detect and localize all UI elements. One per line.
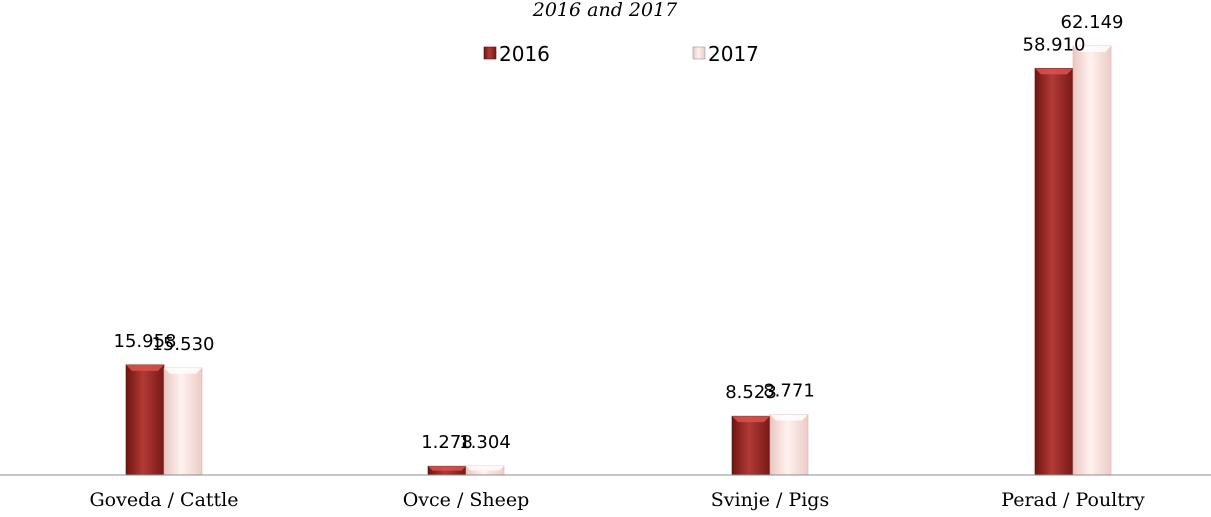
data-label-2017-0: 15.530 bbox=[152, 334, 215, 355]
data-label-2016-0: 15.958 bbox=[114, 331, 177, 352]
bar-2016-3 bbox=[1034, 68, 1074, 476]
legend-label-2016: 2016 bbox=[499, 42, 550, 66]
category-label-3: Perad / Poultry bbox=[1001, 489, 1145, 511]
legend-swatch-2017 bbox=[692, 46, 706, 60]
data-label-2017-2: 8.771 bbox=[763, 380, 815, 401]
data-label-2017-3: 62.149 bbox=[1061, 12, 1124, 33]
legend: 2016 2017 bbox=[483, 42, 759, 66]
category-label-2: Svinje / Pigs bbox=[711, 489, 829, 511]
bar-2017-3 bbox=[1072, 45, 1112, 476]
data-label-2016-2: 8.523 bbox=[725, 382, 777, 403]
bar-2016-2 bbox=[731, 415, 771, 476]
legend-label-2017: 2017 bbox=[708, 42, 759, 66]
data-label-2017-1: 1.304 bbox=[459, 432, 511, 453]
bars bbox=[125, 45, 1112, 476]
bar-2016-1 bbox=[427, 465, 467, 476]
chart-subtitle: 2016 and 2017 bbox=[532, 0, 678, 21]
bar-2017-2 bbox=[769, 414, 809, 476]
legend-swatch-2016 bbox=[483, 46, 497, 60]
data-label-2016-3: 58.910 bbox=[1023, 34, 1086, 55]
bar-2016-0 bbox=[125, 364, 165, 476]
data-label-2016-1: 1.278 bbox=[421, 432, 473, 453]
category-labels: Goveda / Cattle Ovce / Sheep Svinje / Pigs… bbox=[89, 489, 1145, 511]
bar-2017-1 bbox=[465, 465, 505, 476]
bar-2017-0 bbox=[163, 367, 203, 476]
category-label-0: Goveda / Cattle bbox=[89, 489, 238, 511]
category-label-1: Ovce / Sheep bbox=[403, 489, 530, 511]
